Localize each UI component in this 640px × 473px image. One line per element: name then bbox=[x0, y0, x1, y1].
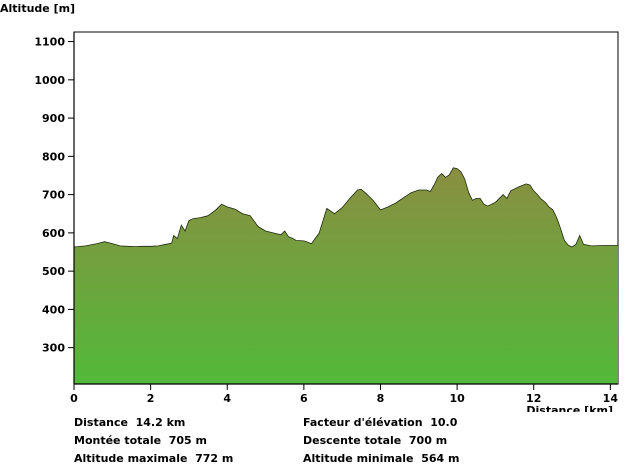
stat-value: 772 m bbox=[195, 452, 234, 465]
y-tick-label: 1000 bbox=[34, 74, 65, 87]
y-tick-label: 900 bbox=[42, 112, 65, 125]
y-tick-label: 1100 bbox=[34, 36, 65, 49]
x-tick-label: 10 bbox=[449, 392, 465, 405]
stat-label: Facteur d'élévation bbox=[303, 416, 423, 429]
stat-value: 564 m bbox=[421, 452, 460, 465]
y-tick-label: 400 bbox=[42, 303, 65, 316]
route-statistics: Distance 14.2 km Facteur d'élévation 10.… bbox=[74, 412, 634, 473]
x-tick-label: 6 bbox=[300, 392, 308, 405]
x-tick-label: 12 bbox=[526, 392, 541, 405]
y-axis-ticks: 300 400 500 600 700 800 900 1000 1100 bbox=[34, 36, 74, 355]
x-tick-label: 8 bbox=[377, 392, 385, 405]
stat-value: 10.0 bbox=[430, 416, 458, 429]
y-tick-label: 300 bbox=[42, 342, 65, 355]
x-tick-label: 2 bbox=[147, 392, 155, 405]
stat-label: Distance bbox=[74, 416, 128, 429]
y-axis-title: Altitude [m] bbox=[0, 2, 75, 15]
x-tick-label: 0 bbox=[70, 392, 78, 405]
y-tick-label: 500 bbox=[42, 265, 65, 278]
y-tick-label: 700 bbox=[42, 189, 65, 202]
stat-label: Altitude minimale bbox=[303, 452, 414, 465]
stat-label: Altitude maximale bbox=[74, 452, 188, 465]
stat-value: 14.2 km bbox=[135, 416, 186, 429]
stat-min-altitude: Altitude minimale 564 m bbox=[303, 452, 459, 466]
stat-total-ascent: Montée totale 705 m bbox=[74, 434, 207, 448]
stat-label: Montée totale bbox=[74, 434, 162, 447]
stat-total-descent: Descente totale 700 m bbox=[303, 434, 447, 448]
stat-value: 700 m bbox=[408, 434, 448, 447]
elevation-chart: 300 400 500 600 700 800 900 1000 1100 0 2 4 6 8 10 12 1… bbox=[0, 2, 619, 412]
stat-elevation-factor: Facteur d'élévation 10.0 bbox=[303, 416, 457, 430]
x-tick-label: 14 bbox=[603, 392, 619, 405]
elevation-line bbox=[73, 167, 618, 248]
stat-max-altitude: Altitude maximale 772 m bbox=[74, 452, 233, 466]
stat-label: Descente totale bbox=[303, 434, 402, 447]
x-tick-label: 4 bbox=[223, 392, 231, 405]
stat-distance: Distance 14.2 km bbox=[74, 416, 185, 430]
x-axis-ticks: 0 2 4 6 8 10 12 14 bbox=[70, 384, 618, 405]
elevation-area bbox=[74, 167, 618, 384]
x-axis-title: Distance [km] bbox=[526, 404, 613, 412]
y-tick-label: 800 bbox=[42, 150, 65, 163]
stat-value: 705 m bbox=[168, 434, 208, 447]
y-tick-label: 600 bbox=[42, 227, 65, 240]
